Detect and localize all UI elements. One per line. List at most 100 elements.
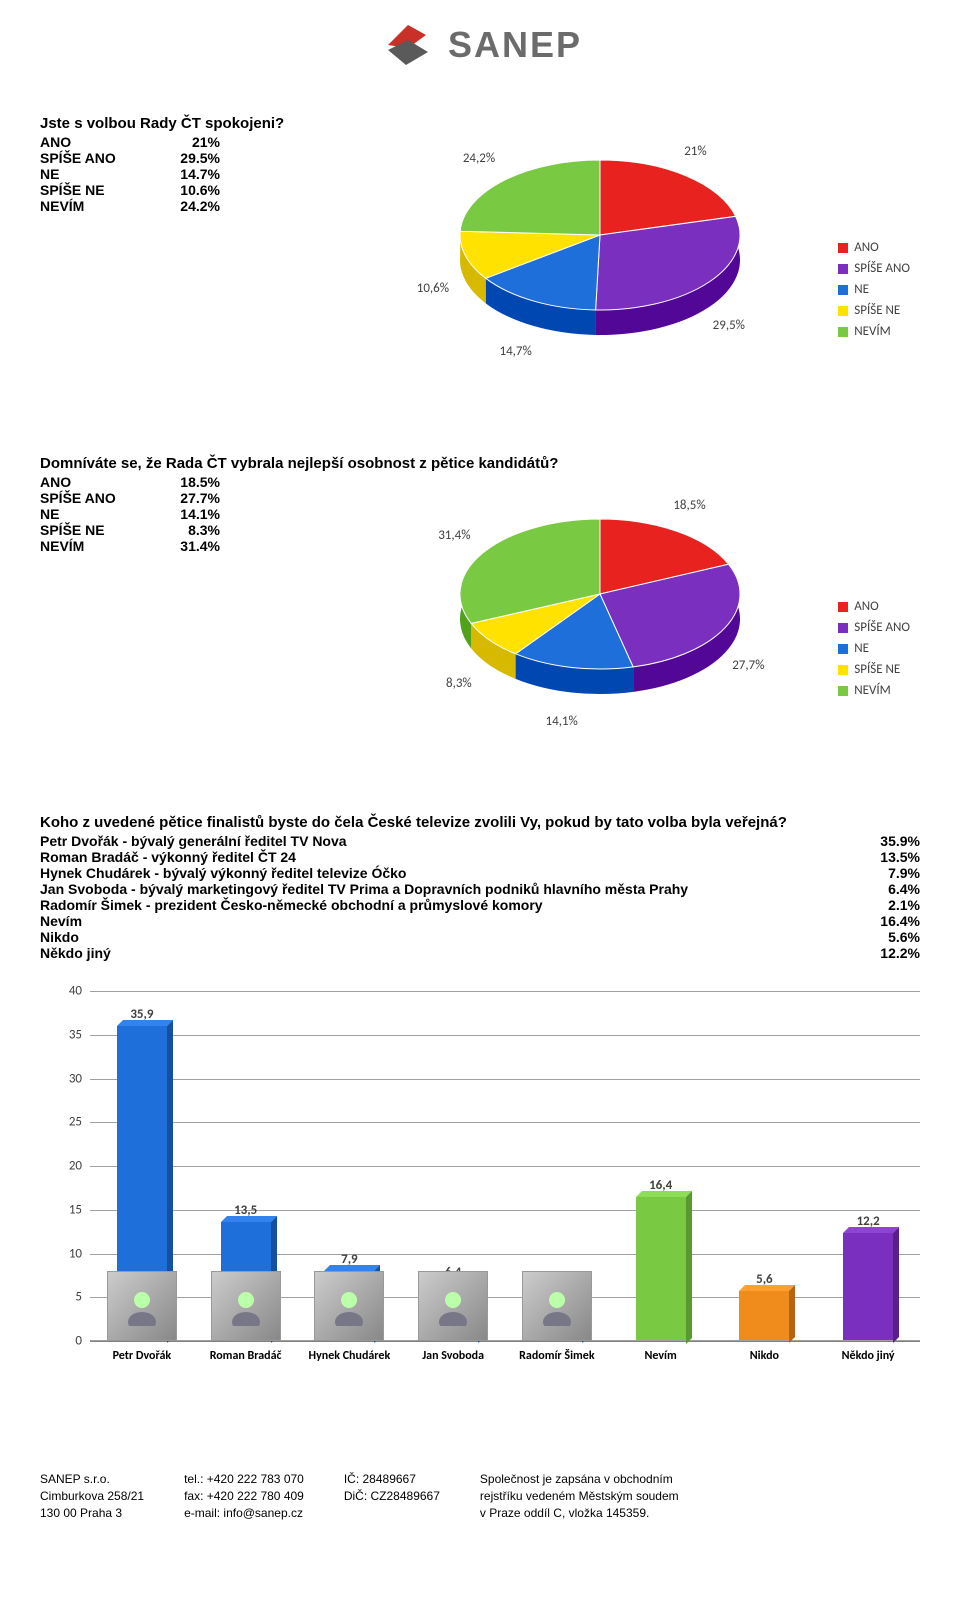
q3-list: Petr Dvořák - bývalý generální ředitel T…	[40, 833, 920, 961]
q1-title: Jste s volbou Rady ČT spokojeni?	[40, 115, 350, 132]
footer-text: rejstříku vedeném Městským soudem	[480, 1488, 679, 1505]
pie-slice-label: 27,7%	[732, 658, 764, 673]
footer-text: IČ: 28489667	[344, 1471, 440, 1488]
q3-row-label: Nikdo	[40, 929, 850, 945]
q3-row-value: 5.6%	[850, 929, 920, 945]
legend-swatch-icon	[838, 686, 848, 696]
q2-options-table: ANO18.5% SPÍŠE ANO27.7% NE14.1% SPÍŠE NE…	[40, 474, 350, 554]
legend-item: SPÍŠE NE	[838, 303, 910, 318]
y-axis-tick: 35	[69, 1027, 82, 1042]
page: SANEP Jste s volbou Rady ČT spokojeni? A…	[0, 0, 960, 1551]
q3-row: Roman Bradáč - výkonný ředitel ČT 2413.5…	[40, 849, 920, 865]
q1-opt-value: 24.2%	[150, 198, 220, 214]
q1-opt-value: 29.5%	[150, 150, 220, 166]
candidate-photo-icon	[314, 1271, 384, 1341]
q1-opt-label: ANO	[40, 134, 150, 150]
question-3: Koho z uvedené pětice finalistů byste do…	[40, 814, 920, 961]
pie-slice-label: 14,1%	[546, 714, 578, 729]
legend-label: NE	[854, 282, 869, 297]
footer: SANEP s.r.o. Cimburkova 258/21 130 00 Pr…	[40, 1471, 920, 1521]
q2-legend: ANOSPÍŠE ANONESPÍŠE NENEVÍM	[838, 599, 910, 704]
q2-title: Domníváte se, že Rada ČT vybrala nejlepš…	[40, 455, 920, 472]
y-axis-tick: 30	[69, 1071, 82, 1086]
sanep-logo: SANEP	[378, 20, 582, 70]
y-axis-tick: 40	[69, 984, 82, 999]
bar-rect	[843, 1233, 893, 1340]
legend-label: SPÍŠE NE	[854, 662, 900, 677]
q2-opt-value: 31.4%	[150, 538, 220, 554]
y-axis-tick: 15	[69, 1202, 82, 1217]
legend-item: ANO	[838, 240, 910, 255]
footer-col-company: SANEP s.r.o. Cimburkova 258/21 130 00 Pr…	[40, 1471, 144, 1521]
logo-text: SANEP	[448, 24, 582, 66]
legend-item: NE	[838, 641, 910, 656]
q1-pie-chart: 21%29,5%14,7%10,6%24,2% ANOSPÍŠE ANONESP…	[350, 115, 870, 405]
legend-swatch-icon	[838, 644, 848, 654]
pie-slice-label: 14,7%	[500, 344, 532, 359]
q3-row-value: 2.1%	[850, 897, 920, 913]
legend-label: SPÍŠE ANO	[854, 620, 910, 635]
legend-swatch-icon	[838, 665, 848, 675]
question-2: Domníváte se, že Rada ČT vybrala nejlepš…	[40, 455, 920, 764]
legend-swatch-icon	[838, 602, 848, 612]
x-axis-label: Radomír Šimek	[512, 1341, 602, 1391]
footer-text: fax: +420 222 780 409	[184, 1488, 304, 1505]
legend-swatch-icon	[838, 243, 848, 253]
pie-slice-label: 10,6%	[417, 281, 449, 296]
footer-text: tel.: +420 222 783 070	[184, 1471, 304, 1488]
legend-label: SPÍŠE NE	[854, 303, 900, 318]
q2-opt-label: SPÍŠE NE	[40, 522, 150, 538]
x-axis-label: Nikdo	[719, 1341, 809, 1391]
logo-wrap: SANEP	[40, 20, 920, 75]
y-axis-tick: 10	[69, 1246, 82, 1261]
legend-label: ANO	[854, 240, 879, 255]
legend-label: NE	[854, 641, 869, 656]
question-1: Jste s volbou Rady ČT spokojeni? ANO21% …	[40, 115, 920, 405]
q2-opt-value: 14.1%	[150, 506, 220, 522]
q3-row-value: 12.2%	[850, 945, 920, 961]
footer-text: e-mail: info@sanep.cz	[184, 1505, 304, 1522]
bar-rect	[636, 1197, 686, 1341]
candidate-photo-icon	[107, 1271, 177, 1341]
q3-row: Jan Svoboda - bývalý marketingový ředite…	[40, 881, 920, 897]
y-axis-tick: 25	[69, 1115, 82, 1130]
q3-row-value: 13.5%	[850, 849, 920, 865]
pie-slice-label: 18,5%	[673, 498, 705, 513]
q3-row-value: 16.4%	[850, 913, 920, 929]
candidate-photo-icon	[211, 1271, 281, 1341]
legend-item: SPÍŠE ANO	[838, 620, 910, 635]
q2-opt-value: 27.7%	[150, 490, 220, 506]
q3-row-value: 7.9%	[850, 865, 920, 881]
candidate-photo-icon	[418, 1271, 488, 1341]
legend-swatch-icon	[838, 327, 848, 337]
q3-row-label: Někdo jiný	[40, 945, 850, 961]
bar-column: 5,6	[734, 1272, 794, 1340]
legend-swatch-icon	[838, 306, 848, 316]
q3-row-value: 6.4%	[850, 881, 920, 897]
footer-col-ids: IČ: 28489667 DiČ: CZ28489667	[344, 1471, 440, 1521]
x-axis-label: Někdo jiný	[823, 1341, 913, 1391]
q3-row-label: Hynek Chudárek - bývalý výkonný ředitel …	[40, 865, 850, 881]
q3-row-label: Jan Svoboda - bývalý marketingový ředite…	[40, 881, 850, 897]
x-axis-label: Roman Bradáč	[201, 1341, 291, 1391]
footer-col-registry: Společnost je zapsána v obchodním rejstř…	[480, 1471, 679, 1521]
x-axis-label: Hynek Chudárek	[304, 1341, 394, 1391]
legend-swatch-icon	[838, 285, 848, 295]
q1-opt-value: 14.7%	[150, 166, 220, 182]
footer-text: DiČ: CZ28489667	[344, 1488, 440, 1505]
q3-row: Nevím16.4%	[40, 913, 920, 929]
pie-slice-label: 8,3%	[446, 676, 472, 691]
q1-opt-label: SPÍŠE NE	[40, 182, 150, 198]
sanep-logo-icon	[378, 20, 438, 70]
footer-text: Cimburkova 258/21	[40, 1488, 144, 1505]
footer-col-contact: tel.: +420 222 783 070 fax: +420 222 780…	[184, 1471, 304, 1521]
y-axis-tick: 5	[75, 1290, 82, 1305]
legend-item: NEVÍM	[838, 683, 910, 698]
q3-row: Nikdo5.6%	[40, 929, 920, 945]
pie-slice-label: 24,2%	[463, 151, 495, 166]
y-axis-tick: 20	[69, 1159, 82, 1174]
x-axis-label: Petr Dvořák	[97, 1341, 187, 1391]
q2-opt-label: ANO	[40, 474, 150, 490]
pie-slice-label: 21%	[684, 144, 706, 159]
bar-column: 12,2	[838, 1214, 898, 1340]
